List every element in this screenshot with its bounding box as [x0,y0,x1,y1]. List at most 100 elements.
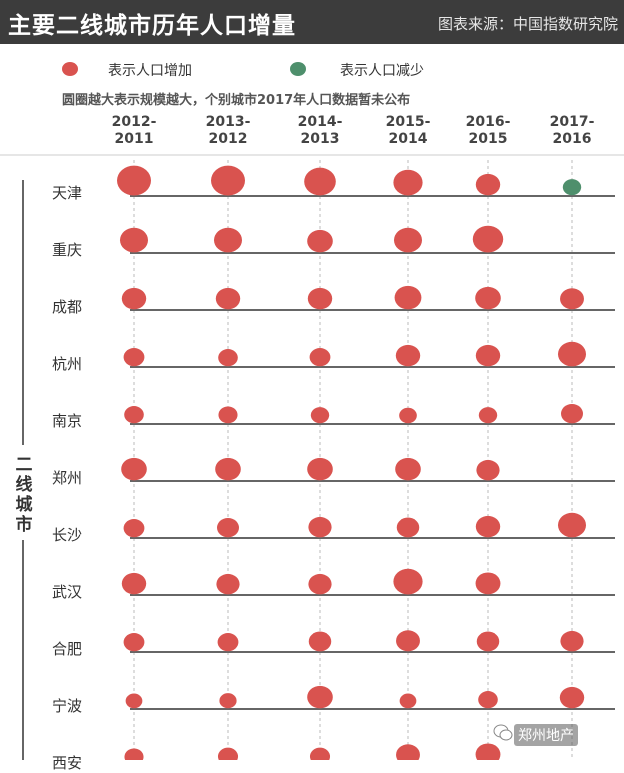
chart-title: 主要二线城市历年人口增量 [8,13,296,39]
group-label-char: 线 [15,475,33,495]
group-label-char: 市 [15,515,33,535]
bubble-南京-3 [399,407,417,424]
bubble-重庆-4 [472,225,504,253]
legend-increase-label: 表示人口增加 [108,63,192,79]
bubble-长沙-3 [396,517,420,538]
bubble-武汉-0 [121,572,147,595]
bubble-成都-1 [215,287,241,310]
bubble-宁波-2 [307,685,333,709]
row-label: 南京 [52,412,83,430]
bubble-杭州-5 [558,341,586,367]
bubble-合肥-1 [217,633,239,652]
column-label-line: 2015 [468,131,508,147]
column-label-3: 2015- 2014 [363,114,453,148]
bubble-西安-0 [124,748,144,760]
bubble-成都-4 [475,286,501,310]
bubble-郑州-2 [307,457,333,481]
bubble-天津-0 [117,165,151,196]
bubble-武汉-3 [393,568,423,595]
bubble-西安-4 [475,743,501,760]
chart-source: 图表来源：中国指数研究院 [437,15,618,33]
group-label: 二线城市 [12,455,36,535]
bubble-重庆-0 [120,227,148,253]
bubble-杭州-0 [123,348,145,367]
row-label: 天津 [52,184,83,202]
bubble-重庆-1 [214,227,242,253]
bubble-郑州-1 [215,457,241,481]
bubble-重庆-2 [307,229,333,253]
column-label-line: 2014- [297,114,343,130]
row-label: 合肥 [52,640,83,658]
group-label-char: 二 [15,455,33,475]
bubble-合肥-5 [560,630,584,652]
bubble-重庆-3 [394,227,422,253]
bubble-南京-1 [218,406,238,424]
bubble-武汉-4 [475,572,501,595]
bubble-合肥-3 [396,630,420,652]
bubble-天津-1 [211,165,245,196]
bubble-郑州-3 [395,457,421,481]
column-label-2: 2014- 2013 [275,114,365,148]
bubble-杭州-2 [309,348,331,367]
column-label-line: 2012- [111,114,157,130]
column-label-line: 2014 [388,131,428,147]
row-label: 长沙 [52,526,83,544]
group-label-char: 城 [15,495,33,515]
bubble-宁波-5 [559,686,585,709]
bubble-合肥-4 [476,631,500,652]
bubble-合肥-2 [308,631,332,652]
watermark: 郑州地产 [514,724,578,746]
legend-decrease-dot [290,62,306,76]
bubble-南京-5 [561,403,583,424]
bubble-宁波-3 [399,693,417,709]
bubble-杭州-4 [475,344,501,367]
column-label-4: 2016- 2015 [443,114,533,148]
bubble-成都-0 [121,287,147,310]
bubble-长沙-5 [558,512,586,538]
bubble-南京-2 [310,407,330,424]
bubble-宁波-4 [478,691,498,709]
bubble-西安-2 [309,747,331,760]
bubble-宁波-1 [219,693,237,709]
bubble-郑州-0 [121,457,147,481]
bubble-杭州-3 [395,344,421,367]
bubble-南京-0 [124,406,144,424]
bubble-宁波-0 [125,693,143,709]
row-label: 宁波 [52,697,83,715]
bubble-天津-3 [393,169,423,196]
row-label: 武汉 [52,583,83,601]
bubble-西安-1 [217,747,239,760]
row-label: 重庆 [52,241,83,259]
bubble-合肥-0 [123,633,145,652]
legend-decrease-label: 表示人口减少 [340,63,424,79]
bubble-长沙-0 [123,519,145,538]
column-label-line: 2016- [465,114,511,130]
row-label: 郑州 [52,469,83,487]
column-label-line: 2013 [300,131,340,147]
bubble-西安-3 [396,744,420,760]
bubble-长沙-1 [217,517,239,538]
bubble-郑州-4 [476,459,500,481]
bubble-武汉-2 [308,573,332,595]
bubble-长沙-2 [308,516,332,538]
column-label-1: 2013- 2012 [183,114,273,148]
bubble-成都-5 [560,288,584,310]
column-label-line: 2013- [205,114,251,130]
column-label-line: 2016 [552,131,592,147]
bubble-天津-4 [475,173,501,196]
wechat-icon [493,724,513,741]
bubble-成都-3 [394,285,422,310]
legend-increase-dot [62,62,78,76]
column-label-line: 2017- [549,114,595,130]
bubble-成都-2 [307,287,333,310]
chart-note: 圆圈越大表示规模越大，个别城市2017年人口数据暂未公布 [62,93,411,108]
bubble-杭州-1 [218,349,238,367]
column-label-line: 2015- [385,114,431,130]
header-bar: 主要二线城市历年人口增量 图表来源：中国指数研究院 [0,0,624,44]
column-label-5: 2017- 2016 [527,114,617,148]
bubble-天津-5 [562,179,582,196]
column-label-line: 2011 [114,131,154,147]
column-label-line: 2012 [208,131,248,147]
column-label-0: 2012- 2011 [89,114,179,148]
